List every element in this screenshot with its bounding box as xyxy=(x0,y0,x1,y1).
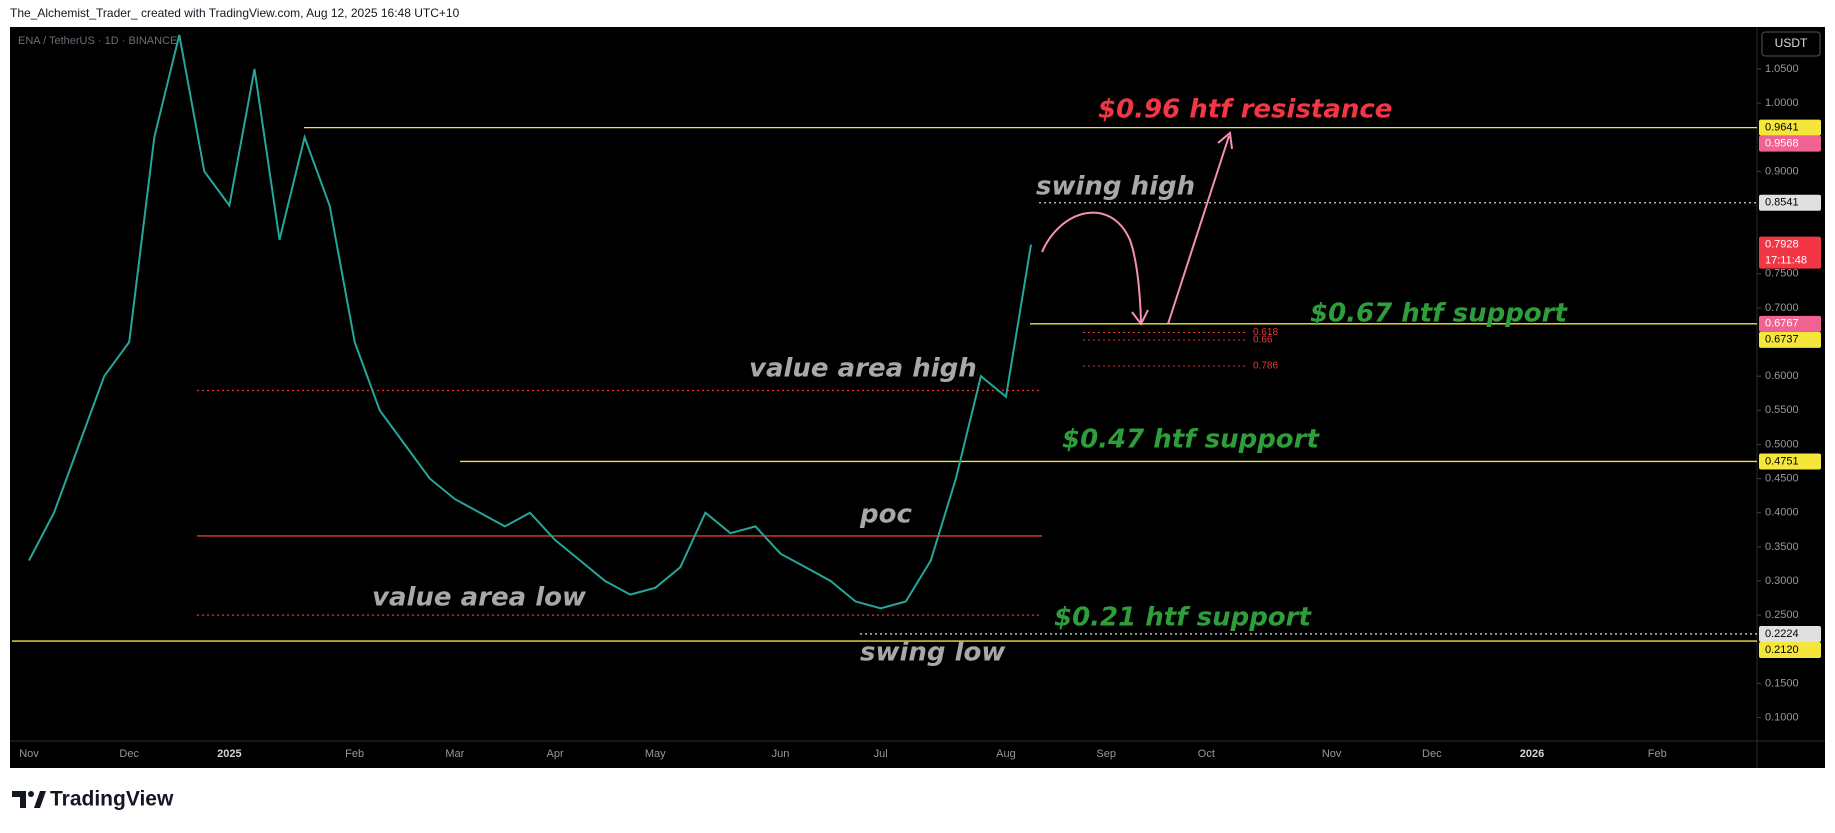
arrow-head xyxy=(1217,131,1233,150)
currency-label[interactable]: USDT xyxy=(1775,36,1808,50)
y-tick-label: 0.1500 xyxy=(1765,677,1799,689)
projection-line xyxy=(1167,135,1230,325)
x-tick-label: Mar xyxy=(445,748,464,760)
x-tick-label: Nov xyxy=(19,748,39,760)
currency-button[interactable] xyxy=(1761,31,1821,57)
price-badge-label: 0.6767 xyxy=(1765,318,1799,330)
price-badge xyxy=(1759,331,1821,348)
annotation: poc xyxy=(859,500,912,530)
price-line xyxy=(28,34,1032,610)
fib-label: 0.66 xyxy=(1253,335,1273,346)
y-tick-label: 1.0500 xyxy=(1765,63,1799,75)
price-badge xyxy=(1759,119,1821,136)
y-tick-label: 0.3500 xyxy=(1765,541,1799,553)
annotation: swing high xyxy=(1036,172,1195,202)
x-tick-label: Nov xyxy=(1322,748,1342,760)
price-badge xyxy=(1759,135,1821,152)
x-tick-label: Feb xyxy=(1648,748,1667,760)
y-tick-label: 0.3000 xyxy=(1765,575,1799,587)
price-badge-label: 0.8541 xyxy=(1765,197,1799,209)
fib-label: 0.618 xyxy=(1253,327,1278,338)
y-tick-label: 0.5000 xyxy=(1765,438,1799,450)
price-badge-label: 0.6737 xyxy=(1765,334,1799,346)
x-tick-label: Dec xyxy=(119,748,139,760)
y-tick-label: 1.0000 xyxy=(1765,97,1799,109)
x-tick-label: May xyxy=(645,748,666,760)
y-tick-label: 0.9000 xyxy=(1765,165,1799,177)
symbol-label: ENA / TetherUS · 1D · BINANCE xyxy=(18,35,177,47)
chart-background xyxy=(10,27,1825,768)
y-tick-label: 0.4500 xyxy=(1765,472,1799,484)
y-tick-label: 0.4000 xyxy=(1765,507,1799,519)
logo xyxy=(12,791,46,808)
x-tick-label: Oct xyxy=(1198,748,1215,760)
annotation: $0.67 htf support xyxy=(1310,299,1568,329)
x-tick-label: Dec xyxy=(1422,748,1442,760)
fib-label: 0.786 xyxy=(1253,361,1278,372)
x-tick-label: 2025 xyxy=(217,748,241,760)
price-badge-label: 0.2224 xyxy=(1765,628,1799,640)
x-tick-label: Aug xyxy=(996,748,1016,760)
x-tick-label: Feb xyxy=(345,748,364,760)
annotation: $0.47 htf support xyxy=(1062,425,1320,455)
footer-brand: TradingView xyxy=(50,788,174,811)
price-badge xyxy=(1759,315,1821,332)
y-tick-label: 0.2500 xyxy=(1765,609,1799,621)
x-tick-label: Apr xyxy=(546,748,563,760)
y-tick-label: 0.7500 xyxy=(1765,268,1799,280)
price-badge-label: 0.7928 xyxy=(1765,238,1799,250)
price-badge xyxy=(1759,641,1821,658)
annotation: swing low xyxy=(860,638,1006,668)
y-tick-label: 0.5500 xyxy=(1765,404,1799,416)
countdown: 17:11:48 xyxy=(1765,254,1807,266)
price-badge xyxy=(1759,236,1821,269)
y-tick-label: 0.1000 xyxy=(1765,711,1799,723)
annotation: $0.96 htf resistance xyxy=(1098,95,1392,125)
x-tick-label: Jun xyxy=(772,748,790,760)
price-badge xyxy=(1759,453,1821,470)
price-badge-label: 0.9641 xyxy=(1765,122,1799,134)
price-badge xyxy=(1759,194,1821,211)
x-tick-label: 2026 xyxy=(1520,748,1544,760)
price-badge-label: 0.4751 xyxy=(1765,455,1799,467)
price-badge-label: 0.2120 xyxy=(1765,644,1799,656)
x-tick-label: Jul xyxy=(874,748,888,760)
projection-curve xyxy=(1041,211,1142,323)
annotation: value area high xyxy=(749,354,977,384)
header: The_Alchemist_Trader_ created with Tradi… xyxy=(10,6,460,20)
annotation: $0.21 htf support xyxy=(1054,603,1312,633)
price-badge-label: 0.9568 xyxy=(1765,138,1799,150)
annotation: value area low xyxy=(372,583,587,613)
price-badge xyxy=(1759,625,1821,642)
y-tick-label: 0.7000 xyxy=(1765,302,1799,314)
y-tick-label: 0.6000 xyxy=(1765,370,1799,382)
x-tick-label: Sep xyxy=(1096,748,1116,760)
